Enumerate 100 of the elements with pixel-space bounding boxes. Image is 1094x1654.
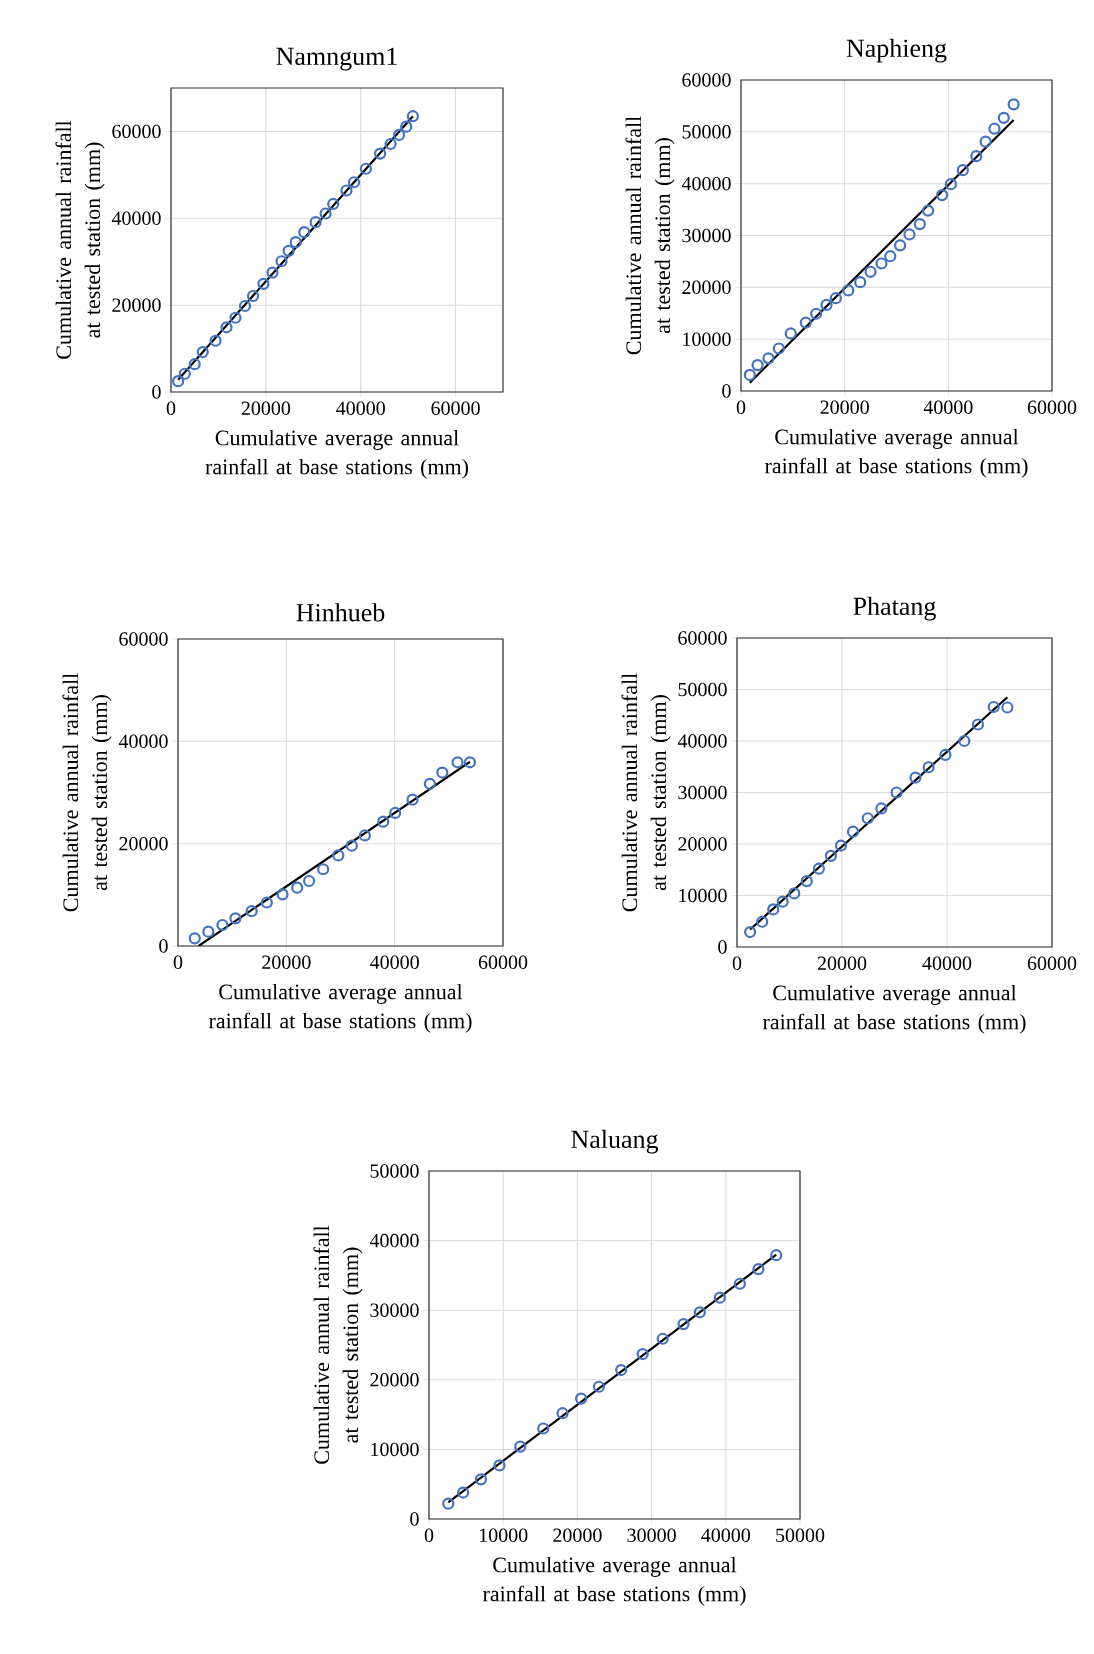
point (922, 204, 935, 217)
y-tick-label: 0 (159, 939, 168, 953)
point (864, 265, 877, 278)
point (875, 257, 888, 270)
point (457, 1486, 470, 1499)
point (810, 307, 823, 320)
point (997, 111, 1010, 124)
point (829, 292, 842, 305)
point (939, 748, 952, 761)
point (936, 188, 949, 202)
x-tick-label: 0 (424, 1528, 434, 1543)
point (958, 734, 971, 748)
chart-title: Naluang (571, 1129, 659, 1154)
point (188, 932, 201, 945)
y-axis-title: Cumulative annual rainfall at tested station (mm) (313, 1225, 363, 1464)
point (347, 176, 361, 189)
point (178, 367, 191, 380)
point (400, 120, 413, 133)
point (246, 289, 260, 303)
x-tick-label: 20000 (262, 955, 311, 970)
chart-title: Namngum1 (276, 47, 397, 71)
x-tick-label: 40000 (923, 400, 973, 415)
point (245, 905, 258, 918)
point (172, 375, 185, 388)
x-tick-label: 50000 (776, 1528, 825, 1543)
point (752, 1263, 765, 1276)
point (345, 839, 358, 852)
x-tick-label: 60000 (478, 955, 528, 970)
point (733, 1277, 746, 1290)
point (909, 771, 922, 784)
point (824, 849, 838, 862)
point (358, 829, 371, 842)
y-axis-title: Cumulative annual rainfall at tested station (mm) (55, 120, 105, 359)
point (971, 718, 985, 731)
point (799, 316, 812, 329)
x-tick-label: 20000 (820, 400, 869, 415)
point (820, 298, 833, 312)
point (291, 881, 304, 894)
point (474, 1473, 488, 1486)
point (875, 802, 888, 815)
point (770, 1249, 783, 1262)
point (834, 839, 848, 852)
point (463, 756, 477, 769)
point (767, 903, 780, 916)
point (359, 162, 373, 175)
x-tick-label: 20000 (241, 401, 291, 416)
point (393, 128, 406, 141)
point (987, 700, 1000, 714)
y-tick-label: 30000 (370, 1303, 419, 1317)
y-tick-label: 40000 (369, 1233, 419, 1248)
point (743, 368, 756, 382)
x-tick-label: 40000 (922, 956, 972, 971)
y-tick-label: 20000 (119, 836, 168, 851)
x-axis-title: Cumulative average annual rainfall at base stations (mm) (482, 1556, 746, 1606)
point (772, 342, 785, 355)
point (751, 358, 764, 372)
chart-title: Hinhueb (296, 603, 385, 622)
point (332, 849, 345, 862)
point (788, 887, 801, 900)
y-tick-label: 50000 (682, 125, 731, 139)
point (289, 236, 302, 249)
y-tick-label: 40000 (111, 211, 161, 226)
point (744, 925, 757, 939)
point (209, 334, 222, 347)
point (776, 895, 789, 908)
point (257, 277, 270, 290)
y-tick-label: 60000 (678, 631, 727, 645)
y-tick-label: 40000 (677, 734, 727, 748)
point (220, 321, 233, 334)
x-axis-title: Cumulative average annual rainfall at base stations (mm) (208, 983, 472, 1033)
y-tick-label: 60000 (112, 124, 161, 139)
y-tick-label: 50000 (678, 682, 727, 697)
point (389, 806, 402, 820)
chart-title: Naphieng (846, 38, 947, 63)
x-tick-label: 0 (173, 955, 183, 970)
point (922, 761, 935, 774)
point (784, 327, 797, 340)
x-axis-title: Cumulative average annual rainfall at base stations (mm) (764, 428, 1028, 478)
point (340, 184, 353, 197)
y-tick-label: 20000 (682, 280, 731, 295)
point (275, 255, 288, 268)
point (266, 266, 279, 279)
x-tick-label: 40000 (336, 401, 385, 416)
point (406, 793, 419, 806)
point (913, 217, 926, 231)
point (979, 135, 992, 148)
x-tick-label: 30000 (627, 1528, 676, 1543)
point (615, 1363, 628, 1377)
y-tick-label: 0 (410, 1512, 419, 1526)
point (276, 888, 289, 901)
y-tick-label: 0 (152, 385, 161, 399)
point (298, 226, 311, 239)
point (846, 825, 860, 838)
point (903, 228, 916, 241)
point (1007, 98, 1020, 111)
point (188, 358, 201, 371)
point (944, 178, 958, 191)
point (451, 756, 464, 769)
point (196, 345, 209, 359)
y-tick-label: 60000 (119, 632, 168, 646)
